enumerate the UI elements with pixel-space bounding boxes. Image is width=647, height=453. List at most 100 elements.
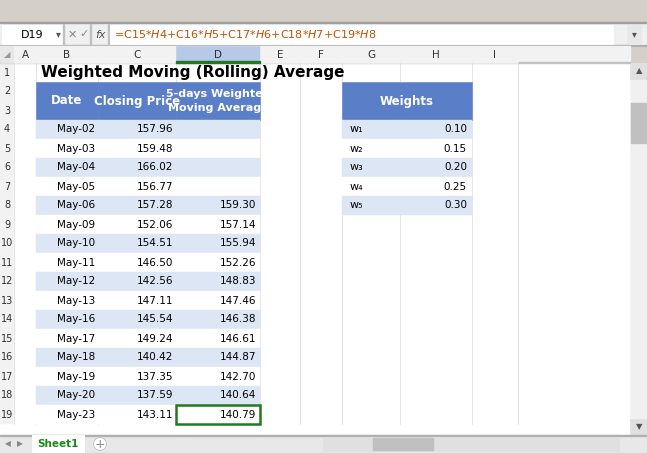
Bar (98, 386, 176, 405)
Bar (176, 234, 260, 253)
Text: 146.61: 146.61 (219, 333, 256, 343)
Bar (98, 329, 176, 348)
Bar (108, 24, 109, 45)
Bar (36, 253, 98, 272)
Text: 149.24: 149.24 (137, 333, 173, 343)
Text: May-11: May-11 (57, 257, 95, 268)
Bar (36, 215, 98, 234)
Bar (0, 196, 14, 215)
Bar (36, 139, 98, 158)
Bar (36, 310, 98, 329)
Bar (0, 139, 14, 158)
Bar (98, 120, 176, 139)
Text: ✕: ✕ (67, 29, 77, 39)
Text: 18: 18 (1, 390, 13, 400)
Text: 16: 16 (1, 352, 13, 362)
Text: 2: 2 (4, 87, 10, 96)
Bar (32, 435, 84, 452)
Text: May-09: May-09 (57, 220, 95, 230)
Text: 1: 1 (4, 67, 10, 77)
Bar (400, 46, 472, 63)
Text: ▲: ▲ (636, 67, 642, 76)
Bar (0, 63, 14, 82)
Bar (98, 272, 176, 291)
Text: 154.51: 154.51 (137, 238, 173, 249)
Bar (176, 367, 260, 386)
Text: 157.14: 157.14 (219, 220, 256, 230)
Bar (0, 46, 14, 63)
Bar (36, 405, 98, 424)
Text: Closing Price: Closing Price (94, 95, 180, 107)
Text: 5-days Weighted
Moving Average: 5-days Weighted Moving Average (166, 89, 270, 113)
Bar (14, 405, 630, 424)
Bar (98, 367, 176, 386)
Bar (98, 215, 176, 234)
Text: ✓: ✓ (80, 29, 89, 39)
Text: 5: 5 (4, 144, 10, 154)
Text: ◢: ◢ (4, 50, 10, 59)
Bar (630, 63, 647, 435)
Text: 142.70: 142.70 (219, 371, 256, 381)
Text: May-06: May-06 (57, 201, 95, 211)
Bar (176, 158, 260, 177)
Bar (260, 46, 300, 63)
Text: 17: 17 (1, 371, 13, 381)
Text: 11: 11 (1, 257, 13, 268)
Bar (14, 291, 630, 310)
Bar (98, 234, 176, 253)
Text: May-12: May-12 (57, 276, 95, 286)
Bar (110, 25, 613, 44)
Bar (14, 272, 630, 291)
Bar (176, 310, 260, 329)
Text: ▼: ▼ (636, 423, 642, 432)
Bar (342, 82, 472, 120)
Text: 140.79: 140.79 (219, 410, 256, 419)
Text: May-20: May-20 (57, 390, 95, 400)
Bar (176, 215, 260, 234)
Bar (373, 438, 433, 450)
Text: =C15*$H$4+C16*$H$5+C17*$H$6+C18*$H$7+C19*$H$8: =C15*$H$4+C16*$H$5+C17*$H$6+C18*$H$7+C19… (114, 29, 377, 40)
Bar (630, 63, 647, 79)
Bar (36, 46, 98, 63)
Text: w₅: w₅ (350, 201, 364, 211)
Text: May-02: May-02 (57, 125, 95, 135)
Circle shape (94, 438, 107, 450)
Bar (14, 386, 630, 405)
Bar (14, 139, 630, 158)
Text: 152.06: 152.06 (137, 220, 173, 230)
Bar (98, 348, 176, 367)
Bar (0, 435, 647, 436)
Bar (98, 253, 176, 272)
Text: May-03: May-03 (57, 144, 95, 154)
Bar (0, 348, 14, 367)
Bar (0, 120, 14, 139)
Text: May-17: May-17 (57, 333, 95, 343)
Bar (0, 234, 14, 253)
Bar (0, 310, 14, 329)
Bar (176, 405, 260, 424)
Bar (0, 22, 647, 23)
Bar (36, 272, 98, 291)
Bar (0, 253, 14, 272)
Text: 152.26: 152.26 (219, 257, 256, 268)
Text: 147.46: 147.46 (219, 295, 256, 305)
Bar (400, 177, 472, 196)
Text: +: + (94, 438, 105, 450)
Text: w₄: w₄ (350, 182, 364, 192)
Bar (0, 62, 630, 63)
Text: 9: 9 (4, 220, 10, 230)
Bar (98, 46, 176, 63)
Bar (98, 196, 176, 215)
Bar (342, 46, 400, 63)
Bar (342, 196, 400, 215)
Text: 0.20: 0.20 (444, 163, 467, 173)
Bar (0, 158, 14, 177)
Bar (14, 348, 630, 367)
Text: May-04: May-04 (57, 163, 95, 173)
Bar (176, 405, 260, 424)
Bar (90, 24, 91, 45)
Bar (630, 419, 647, 435)
Bar (627, 25, 641, 44)
Bar (14, 367, 630, 386)
Text: May-19: May-19 (57, 371, 95, 381)
